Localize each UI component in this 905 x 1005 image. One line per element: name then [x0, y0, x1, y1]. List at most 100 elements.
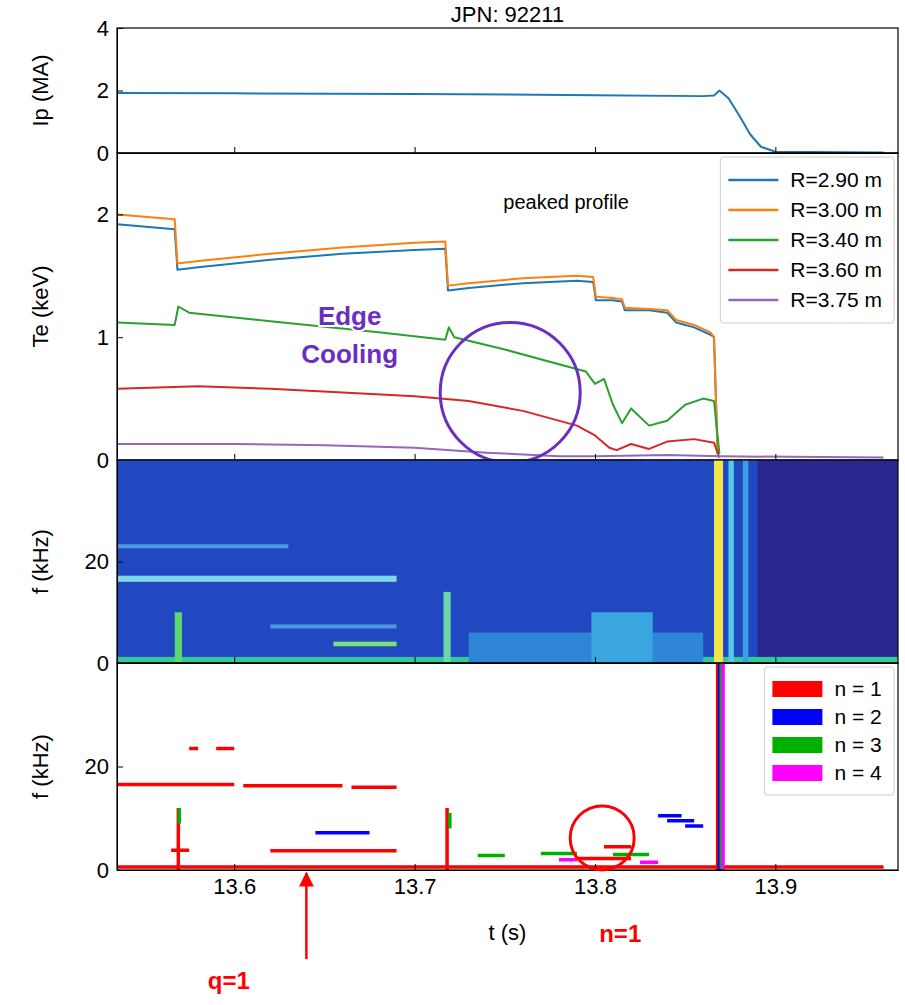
x-tick [234, 657, 235, 663]
x-tick: 13.6 [213, 864, 256, 899]
tick-label: 0 [97, 858, 109, 883]
x-tick [775, 147, 776, 153]
spectrogram-cell [117, 460, 898, 663]
panel: 02013.613.713.813.9f (kHz)t (s)n = 1n = … [28, 663, 899, 994]
tick-mark [234, 864, 235, 870]
spectrogram-cell [333, 642, 396, 647]
y-tick: 20 [85, 549, 123, 574]
tick-mark [775, 657, 776, 663]
spectrogram-cell [175, 612, 182, 663]
tick-mark [415, 864, 416, 870]
panel: 012Te (keV)R=2.90 mR=3.00 mR=3.40 mR=3.6… [28, 153, 899, 473]
tick-mark [117, 28, 123, 29]
plot-frame [117, 460, 898, 663]
x-tick: 13.9 [754, 864, 797, 899]
y-axis: 0 1 2 [97, 154, 123, 473]
annotation: q=1 [208, 967, 250, 994]
spectrogram-cell [469, 633, 703, 663]
y-tick: 20 [85, 754, 123, 779]
plot-frame [117, 663, 898, 870]
annotation: peaked profile [503, 191, 629, 213]
x-tick [415, 147, 416, 153]
series-line [315, 663, 719, 870]
x-tick [234, 454, 235, 460]
legend-item: R=3.75 m [728, 288, 882, 311]
tick-label: 0 [97, 141, 109, 166]
legend-label: n = 2 [834, 705, 881, 728]
chart-title: JPN: 92211 [451, 2, 564, 27]
tick-mark [415, 454, 416, 460]
figure: 024JPN: 92211Ip (MA)012Te (keV)R=2.90 mR… [0, 0, 905, 1005]
tick-label: 1 [97, 325, 109, 350]
annotation-arrow [305, 873, 308, 959]
spectrogram-cell [117, 544, 288, 548]
plot-frame [117, 28, 898, 153]
y-axis-title: f (kHz) [28, 734, 53, 799]
legend-item: n = 4 [772, 761, 882, 784]
x-axis: 13.6 13.7 13.8 13.9 [118, 864, 899, 899]
legend-label: n = 1 [834, 677, 881, 700]
tick-mark [595, 147, 596, 153]
series-line [117, 91, 884, 153]
tick-mark [117, 214, 123, 215]
panel: 020f (kHz) [28, 460, 899, 676]
spectrogram-cell [591, 612, 652, 663]
y-axis-title: Ip (MA) [28, 54, 53, 126]
tick-mark [775, 864, 776, 870]
tick-label: 13.9 [754, 874, 797, 899]
tick-mark [775, 147, 776, 153]
legend-item: n = 1 [772, 677, 881, 700]
tick-label: 20 [85, 754, 109, 779]
x-tick [415, 454, 416, 460]
tick-mark [234, 657, 235, 663]
highlight-circle [440, 322, 580, 462]
annotation: EdgeCooling [301, 301, 398, 369]
tick-mark [117, 337, 123, 338]
legend-label: n = 3 [834, 733, 881, 756]
y-tick: 2 [97, 78, 123, 103]
spectrogram-cell [714, 460, 723, 663]
y-axis: 0 2 4 [97, 16, 123, 166]
series-line [117, 386, 719, 457]
legend-item: R=3.40 m [728, 228, 882, 251]
y-tick: 2 [97, 202, 123, 227]
legend-item: R=3.00 m [728, 198, 882, 221]
legend-swatch [728, 239, 778, 242]
spectrogram-cell [443, 592, 450, 663]
legend-swatch [728, 269, 778, 272]
tick-label: 0 [97, 651, 109, 676]
tick-mark [234, 454, 235, 460]
tick-mark [234, 147, 235, 153]
series-line [117, 214, 718, 453]
series-line [117, 224, 718, 454]
x-tick [234, 147, 235, 153]
tick-label: 0 [97, 448, 109, 473]
tick-label: 2 [97, 78, 109, 103]
series-line [117, 444, 884, 458]
x-tick: 13.7 [394, 864, 437, 899]
legend-swatch [772, 765, 822, 781]
legend-item: n = 3 [772, 733, 881, 756]
spectrogram-cell [728, 460, 733, 663]
legend-box [764, 667, 894, 795]
tick-mark [415, 657, 416, 663]
legend-label: R=3.00 m [790, 198, 882, 221]
y-tick: 4 [97, 16, 123, 41]
legend-item: R=3.60 m [728, 258, 882, 281]
series-line [559, 663, 723, 870]
legend-item: n = 2 [772, 705, 881, 728]
tick-mark [415, 147, 416, 153]
x-tick [595, 657, 596, 663]
tick-label: 13.8 [574, 874, 617, 899]
y-axis-title: Te (keV) [28, 266, 53, 348]
spectrogram-cell [743, 460, 748, 663]
x-tick [595, 147, 596, 153]
series-line [117, 307, 719, 454]
background [0, 0, 905, 1005]
spectrogram-cell [270, 624, 396, 628]
plot-area [117, 460, 898, 663]
tick-mark [117, 91, 123, 92]
series-line [179, 663, 721, 870]
legend-label: R=3.40 m [790, 228, 882, 251]
tick-mark [775, 454, 776, 460]
